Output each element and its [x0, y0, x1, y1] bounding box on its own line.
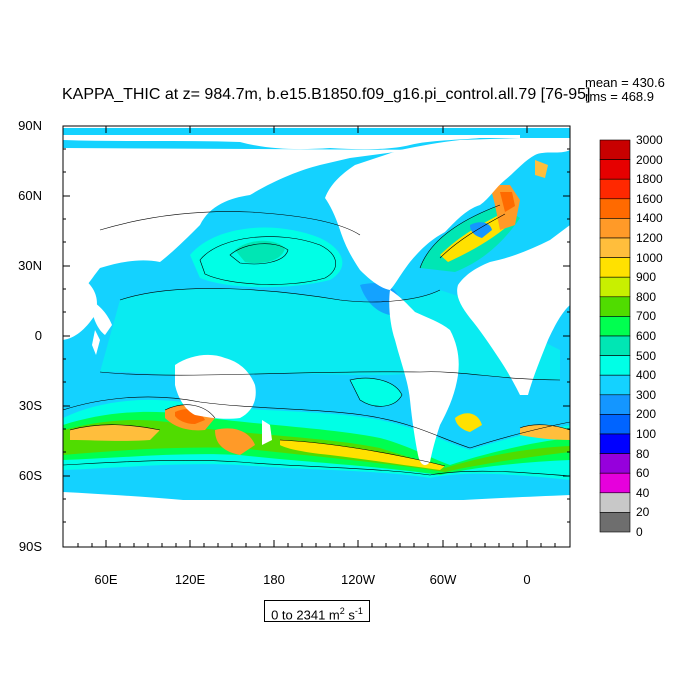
- units-mid: s: [344, 607, 355, 623]
- colorbar-swatch: [599, 218, 631, 239]
- lat-label-0: 0: [34, 328, 42, 343]
- colorbar-swatch: [599, 472, 631, 494]
- lat-label-60n: 60N: [18, 188, 42, 203]
- colorbar-level-label: 300: [636, 387, 657, 402]
- colorbar-swatch: [599, 335, 631, 356]
- stats-block: mean = 430.6 rms = 468.9: [585, 76, 665, 104]
- colorbar-level-label: 100: [636, 427, 657, 441]
- land-masses: [63, 135, 570, 547]
- mean-text: mean = 430.6: [585, 75, 665, 90]
- colorbar-level-label: 400: [636, 368, 657, 383]
- colorbar-swatch: [599, 414, 631, 435]
- rms-text: rms = 468.9: [585, 89, 655, 104]
- units-box: 0 to 2341 m2 s-1: [264, 600, 370, 622]
- colorbar-swatch: [599, 257, 631, 278]
- colorbar-swatch: [599, 198, 631, 219]
- colorbar-level-label: 500: [636, 348, 657, 363]
- colorbar-level-label: 60: [636, 466, 650, 481]
- colorbar-swatch: [599, 159, 631, 180]
- map-title: KAPPA_THIC at z= 984.7m, b.e15.B1850.f09…: [62, 86, 591, 103]
- colorbar-swatch: [599, 453, 631, 474]
- lon-label-120e: 120E: [174, 572, 206, 587]
- colorbar-swatch: [599, 394, 631, 415]
- colorbar-swatch: [599, 178, 631, 200]
- colorbar-swatch: [599, 374, 631, 396]
- colorbar-level-label: 700: [636, 309, 657, 324]
- map-plot: [63, 126, 570, 547]
- colorbar-level-label: 1400: [636, 211, 663, 226]
- colorbar-level-label: 40: [636, 485, 650, 500]
- colorbar-level-label: 1200: [636, 231, 663, 245]
- colorbar-level-label: 20: [636, 505, 650, 520]
- colorbar-swatch: [599, 433, 631, 454]
- lon-label-120w: 120W: [341, 572, 375, 587]
- colorbar-level-label: 0: [636, 525, 643, 539]
- lat-label-60s: 60S: [18, 468, 42, 483]
- units-prefix: 0 to 2341 m: [271, 607, 340, 623]
- lat-label-30n: 30N: [18, 258, 42, 273]
- lon-label-60e: 60E: [94, 572, 118, 587]
- colorbar-level-label: 800: [636, 289, 657, 304]
- colorbar-level-label: 1600: [636, 191, 663, 206]
- colorbar-level-label: 600: [636, 329, 657, 343]
- lon-ticks: [77, 126, 556, 547]
- colorbar-level-label: 1800: [636, 172, 663, 187]
- colorbar-swatch: [599, 512, 631, 533]
- units-exponent-2: -1: [354, 606, 363, 616]
- colorbar-level-label: 200: [636, 407, 657, 422]
- colorbar-swatch: [599, 355, 631, 376]
- colorbar: [599, 139, 631, 533]
- lon-label-60w: 60W: [429, 572, 457, 587]
- lat-label-90s: 90S: [18, 539, 42, 554]
- colorbar-level-label: 80: [636, 446, 650, 461]
- units-exponent-1: 2: [339, 606, 345, 616]
- contour-lines: [63, 204, 570, 477]
- colorbar-level-label: 900: [636, 270, 657, 285]
- colorbar-swatch: [599, 276, 631, 298]
- colorbar-level-label: 1000: [636, 250, 663, 265]
- lat-label-30s: 30S: [18, 398, 42, 413]
- lon-label-0: 0: [523, 572, 531, 587]
- lon-label-180: 180: [263, 572, 285, 587]
- colorbar-swatch: [599, 296, 631, 317]
- colorbar-swatch: [599, 492, 631, 513]
- colorbar-swatch: [599, 316, 631, 337]
- colorbar-level-label: 3000: [636, 133, 663, 147]
- colorbar-swatch: [599, 237, 631, 258]
- lat-ticks: [63, 125, 570, 548]
- colorbar-level-label: 2000: [636, 152, 663, 167]
- colorbar-swatch: [599, 139, 631, 160]
- lat-label-90n: 90N: [18, 118, 42, 133]
